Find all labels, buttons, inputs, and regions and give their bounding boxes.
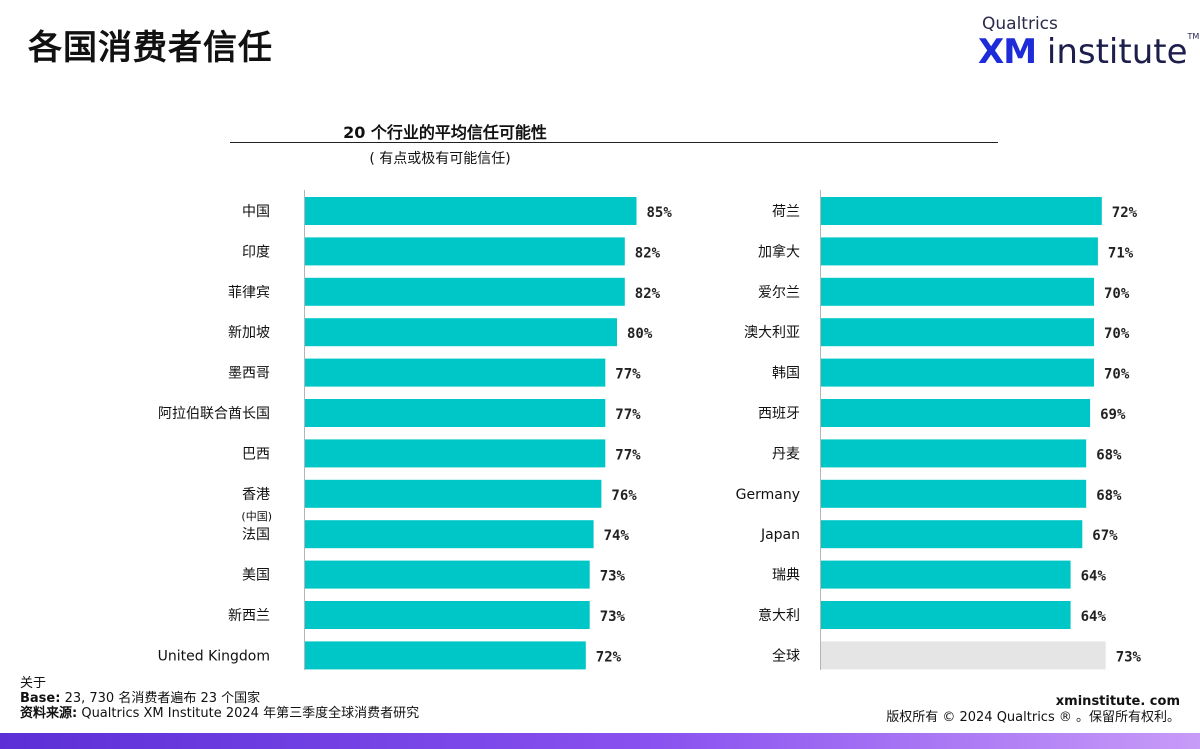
bar-2-0 xyxy=(821,197,1102,225)
category-label-2-10: 意大利 xyxy=(758,607,800,624)
chart-title-rule xyxy=(230,142,998,143)
bar-1-9 xyxy=(305,560,590,589)
logo-xm: XM xyxy=(978,32,1037,72)
bar-2-1 xyxy=(821,237,1098,266)
category-label-2-6: 丹麦 xyxy=(772,446,800,462)
footer-source: 资料来源: Qualtrics XM Institute 2024 年第三季度全… xyxy=(20,706,420,721)
category-label-1-2: 菲律宾 xyxy=(228,285,270,301)
category-label-1-6: 巴西 xyxy=(242,446,270,462)
value-label-1-0: 85% xyxy=(647,205,673,221)
bar-2-2 xyxy=(821,277,1094,306)
value-label-1-1: 82% xyxy=(635,245,661,261)
page-title: 各国消费者信任 xyxy=(28,28,273,68)
footer-base-text: 23, 730 名消费者遍布 23 个国家 xyxy=(60,691,261,706)
bar-1-6 xyxy=(305,439,606,468)
category-label-1-9: 美国 xyxy=(242,568,270,584)
bar-2-10 xyxy=(821,601,1071,629)
footer-about: 关于 xyxy=(20,676,47,691)
value-label-2-4: 70% xyxy=(1104,367,1130,383)
bar-1-8 xyxy=(305,520,594,549)
logo-trademark: TM xyxy=(1187,32,1200,41)
category-label-2-4: 韩国 xyxy=(772,366,800,382)
value-label-1-7: 76% xyxy=(611,488,637,504)
value-label-2-8: 67% xyxy=(1092,528,1118,544)
category-label-1-1: 印度 xyxy=(242,244,270,260)
xm-institute-logo: Qualtrics XM instituteTM xyxy=(978,14,1199,74)
value-label-1-8: 74% xyxy=(604,528,630,544)
bar-2-3 xyxy=(821,318,1094,347)
category-label-1-7: 香港 xyxy=(242,487,270,503)
value-label-2-6: 68% xyxy=(1096,447,1122,463)
category-label-2-3: 澳大利亚 xyxy=(744,325,800,341)
value-label-2-2: 70% xyxy=(1104,286,1130,302)
footer-notes: 关于 Base: 23, 730 名消费者遍布 23 个国家 资料来源: Qua… xyxy=(20,676,420,721)
category-label-1-10: 新西兰 xyxy=(228,608,270,624)
value-label-2-1: 71% xyxy=(1108,245,1134,261)
category-sublabel-1-7: (中国) xyxy=(241,510,272,523)
bar-1-11 xyxy=(305,641,586,670)
category-label-2-0: 荷兰 xyxy=(772,204,800,220)
category-label-1-5: 阿拉伯联合酋长国 xyxy=(158,405,270,422)
bar-1-1 xyxy=(305,237,625,266)
category-label-2-5: 西班牙 xyxy=(758,406,800,422)
category-label-1-11: United Kingdom xyxy=(158,648,270,664)
value-label-2-3: 70% xyxy=(1104,326,1130,342)
bar-2-4 xyxy=(821,358,1094,387)
footer-base: Base: 23, 730 名消费者遍布 23 个国家 xyxy=(20,691,420,706)
category-label-2-7: Germany xyxy=(736,487,800,503)
bar-1-7 xyxy=(305,479,602,508)
bar-2-9 xyxy=(821,560,1071,589)
category-label-2-11: 全球 xyxy=(772,647,800,664)
value-label-1-6: 77% xyxy=(615,447,641,463)
logo-main-text: XM instituteTM xyxy=(978,32,1199,72)
bar-1-3 xyxy=(305,318,617,347)
bottom-gradient-bar xyxy=(0,733,1200,749)
bar-2-11 xyxy=(821,641,1106,670)
footer-right: xminstitute. com 版权所有 © 2024 Qualtrics ®… xyxy=(886,694,1180,726)
category-label-2-8: Japan xyxy=(760,527,800,543)
logo-institute: institute xyxy=(1036,32,1188,72)
value-label-1-9: 73% xyxy=(600,569,626,585)
category-label-2-1: 加拿大 xyxy=(758,243,800,260)
value-label-1-3: 80% xyxy=(627,326,653,342)
bar-1-0 xyxy=(305,197,637,225)
footer-source-text: Qualtrics XM Institute 2024 年第三季度全球消费者研究 xyxy=(77,706,420,721)
site-link[interactable]: xminstitute. com xyxy=(1055,694,1180,709)
bar-2-8 xyxy=(821,520,1083,549)
bar-2-6 xyxy=(821,439,1087,468)
value-label-1-2: 82% xyxy=(635,286,661,302)
value-label-2-9: 64% xyxy=(1081,569,1107,585)
bar-2-5 xyxy=(821,399,1091,427)
bar-1-2 xyxy=(305,277,625,306)
value-label-1-11: 72% xyxy=(596,649,622,665)
category-label-2-9: 瑞典 xyxy=(772,568,800,584)
value-label-1-4: 77% xyxy=(615,367,641,383)
value-label-1-5: 77% xyxy=(615,407,641,423)
category-label-1-4: 墨西哥 xyxy=(228,366,270,382)
bar-1-4 xyxy=(305,358,606,387)
category-label-1-8: 法国 xyxy=(242,527,270,543)
bar-1-10 xyxy=(305,601,590,629)
footer-source-label: 资料来源: xyxy=(20,706,78,721)
copyright: 版权所有 © 2024 Qualtrics ® 。保留所有权利。 xyxy=(886,710,1180,725)
value-label-2-11: 73% xyxy=(1116,649,1142,665)
value-label-1-10: 73% xyxy=(600,609,626,625)
footer-base-label: Base: xyxy=(20,691,61,706)
value-label-2-0: 72% xyxy=(1112,205,1138,221)
category-label-1-3: 新加坡 xyxy=(228,325,270,341)
value-label-2-7: 68% xyxy=(1096,488,1122,504)
logo-qualtrics-text: Qualtrics xyxy=(982,14,1058,34)
bar-2-7 xyxy=(821,479,1087,508)
value-label-2-10: 64% xyxy=(1081,609,1107,625)
chart-title: 20 个行业的平均信任可能性 xyxy=(343,123,547,142)
category-label-1-0: 中国 xyxy=(242,204,270,220)
chart-subtitle: ( 有点或极有可能信任) xyxy=(369,151,511,167)
value-label-2-5: 69% xyxy=(1100,407,1126,423)
category-label-2-2: 爱尔兰 xyxy=(758,285,800,301)
bar-1-5 xyxy=(305,399,606,427)
